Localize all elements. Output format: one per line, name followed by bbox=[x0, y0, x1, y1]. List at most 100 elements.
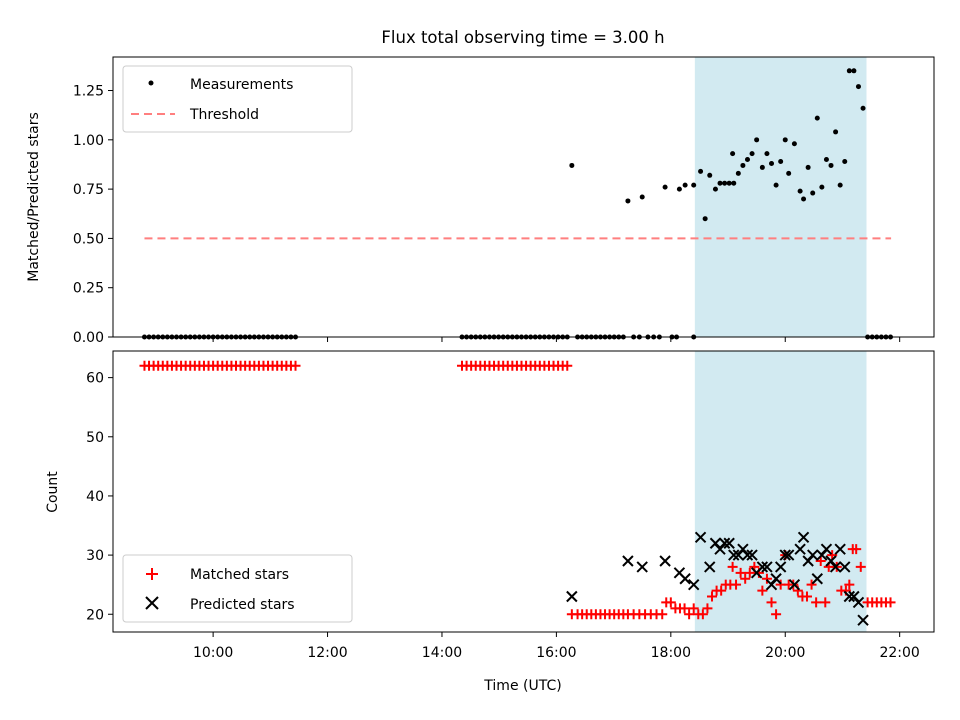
measurement-point bbox=[833, 129, 839, 135]
measurement-point bbox=[764, 151, 770, 157]
predicted-star-point bbox=[811, 573, 823, 585]
measurement-point bbox=[707, 172, 713, 178]
predicted-star-point bbox=[741, 549, 754, 561]
matched-star-point bbox=[679, 603, 690, 614]
measurement-point bbox=[702, 216, 708, 222]
count-y-tick-label: 20 bbox=[86, 607, 104, 623]
predicted-star-point bbox=[622, 555, 634, 567]
measurement-point bbox=[731, 180, 737, 186]
matched-star-point bbox=[684, 609, 695, 620]
measurement-point bbox=[676, 186, 682, 192]
predicted-star-point bbox=[857, 614, 869, 626]
count-x-axis: 10:00 12:00 14:00 16:00 18:00 20:00 22:00 bbox=[193, 632, 920, 661]
matched-star-point bbox=[735, 567, 746, 578]
measurement-point bbox=[801, 196, 807, 202]
predicted-star-point bbox=[839, 561, 851, 573]
predicted-star-point bbox=[636, 561, 648, 573]
measurement-point bbox=[846, 68, 852, 74]
measurement-point bbox=[837, 182, 843, 188]
matched-star-point bbox=[757, 585, 768, 596]
count-y-label: Count bbox=[45, 471, 61, 513]
measurement-point bbox=[805, 164, 811, 170]
measurement-point bbox=[786, 170, 792, 176]
ratio-y-axis: 0.00 0.25 0.50 0.75 1.00 1.25 bbox=[73, 84, 113, 346]
measurement-point bbox=[625, 198, 631, 204]
measurement-point bbox=[662, 184, 668, 190]
count-y-tick-label: 50 bbox=[86, 430, 104, 446]
measurement-point bbox=[828, 162, 834, 168]
ratio-x-ticks bbox=[212, 337, 901, 342]
predicted-star-point bbox=[852, 596, 865, 609]
predicted-star-point bbox=[566, 590, 578, 603]
measurement-point bbox=[722, 180, 728, 186]
x-axis-label: Time (UTC) bbox=[483, 678, 561, 694]
predicted-star-point bbox=[756, 561, 769, 573]
predicted-star-point bbox=[704, 561, 716, 573]
matched-star-point bbox=[761, 573, 772, 584]
predicted-star-point bbox=[679, 573, 691, 585]
matched-star-point bbox=[820, 597, 831, 608]
measurement-point bbox=[682, 182, 688, 188]
measurement-point bbox=[773, 182, 779, 188]
legend-predicted-marker bbox=[145, 596, 159, 610]
predicted-star-point bbox=[820, 543, 833, 555]
x-tick-label: 16:00 bbox=[536, 645, 576, 661]
predicted-star-point bbox=[723, 537, 735, 549]
measurement-point bbox=[759, 164, 765, 170]
matched-star-point bbox=[665, 597, 676, 608]
measurement-point bbox=[730, 151, 736, 157]
ratio-points bbox=[141, 68, 894, 340]
matched-star-point bbox=[811, 597, 822, 608]
matched-star-point bbox=[851, 544, 862, 555]
predicted-star-point bbox=[794, 543, 806, 555]
matched-star-point bbox=[827, 550, 838, 561]
measurement-point bbox=[842, 159, 848, 165]
predicted-star-point bbox=[782, 549, 795, 561]
predicted-star-point bbox=[807, 549, 819, 561]
measurement-point bbox=[855, 84, 861, 90]
ratio-plot-frame bbox=[112, 56, 935, 338]
measurement-point bbox=[782, 137, 788, 143]
matched-star-point bbox=[855, 561, 866, 572]
measurement-point bbox=[726, 180, 732, 186]
x-tick-label: 22:00 bbox=[879, 645, 919, 661]
matched-star-point bbox=[290, 360, 301, 371]
matched-star-point bbox=[844, 579, 855, 590]
predicted-star-point bbox=[843, 590, 856, 603]
count-y-tick-label: 40 bbox=[86, 489, 104, 505]
measurement-point bbox=[797, 188, 803, 194]
measurement-point bbox=[691, 182, 697, 188]
predicted-star-point bbox=[746, 549, 758, 561]
matched-star-point bbox=[744, 567, 755, 578]
chart-title: Flux total observing time = 3.00 h bbox=[381, 28, 664, 47]
predicted-star-point bbox=[728, 549, 740, 561]
ratio-y-tick-label: 0.00 bbox=[73, 330, 104, 346]
predicted-star-point bbox=[829, 561, 842, 573]
count-points bbox=[139, 360, 896, 626]
measurement-point bbox=[851, 68, 857, 74]
matched-star-point bbox=[727, 561, 738, 572]
ratio-y-tick-label: 0.50 bbox=[73, 231, 104, 247]
matched-star-point bbox=[885, 597, 896, 608]
matched-star-point bbox=[688, 603, 699, 614]
predicted-star-point bbox=[761, 561, 773, 573]
predicted-star-point bbox=[834, 543, 846, 555]
count-plot-frame bbox=[112, 350, 935, 633]
measurement-point bbox=[569, 162, 575, 168]
predicted-star-point bbox=[797, 531, 810, 544]
measurement-point bbox=[735, 170, 741, 176]
ratio-legend: Measurements Threshold bbox=[122, 65, 353, 133]
predicted-star-point bbox=[694, 531, 707, 544]
measurement-point bbox=[769, 160, 775, 166]
matched-star-point bbox=[697, 609, 708, 620]
matched-star-point bbox=[707, 591, 718, 602]
legend-threshold-label: Threshold bbox=[189, 107, 259, 123]
predicted-star-point bbox=[774, 561, 787, 573]
measurement-point bbox=[778, 159, 784, 165]
matched-star-point bbox=[731, 579, 742, 590]
ratio-y-tick-label: 0.75 bbox=[73, 182, 104, 198]
ratio-y-tick-label: 1.00 bbox=[73, 133, 104, 149]
matched-star-point bbox=[562, 360, 573, 371]
x-tick-label: 12:00 bbox=[307, 645, 347, 661]
count-y-tick-label: 60 bbox=[86, 371, 104, 387]
